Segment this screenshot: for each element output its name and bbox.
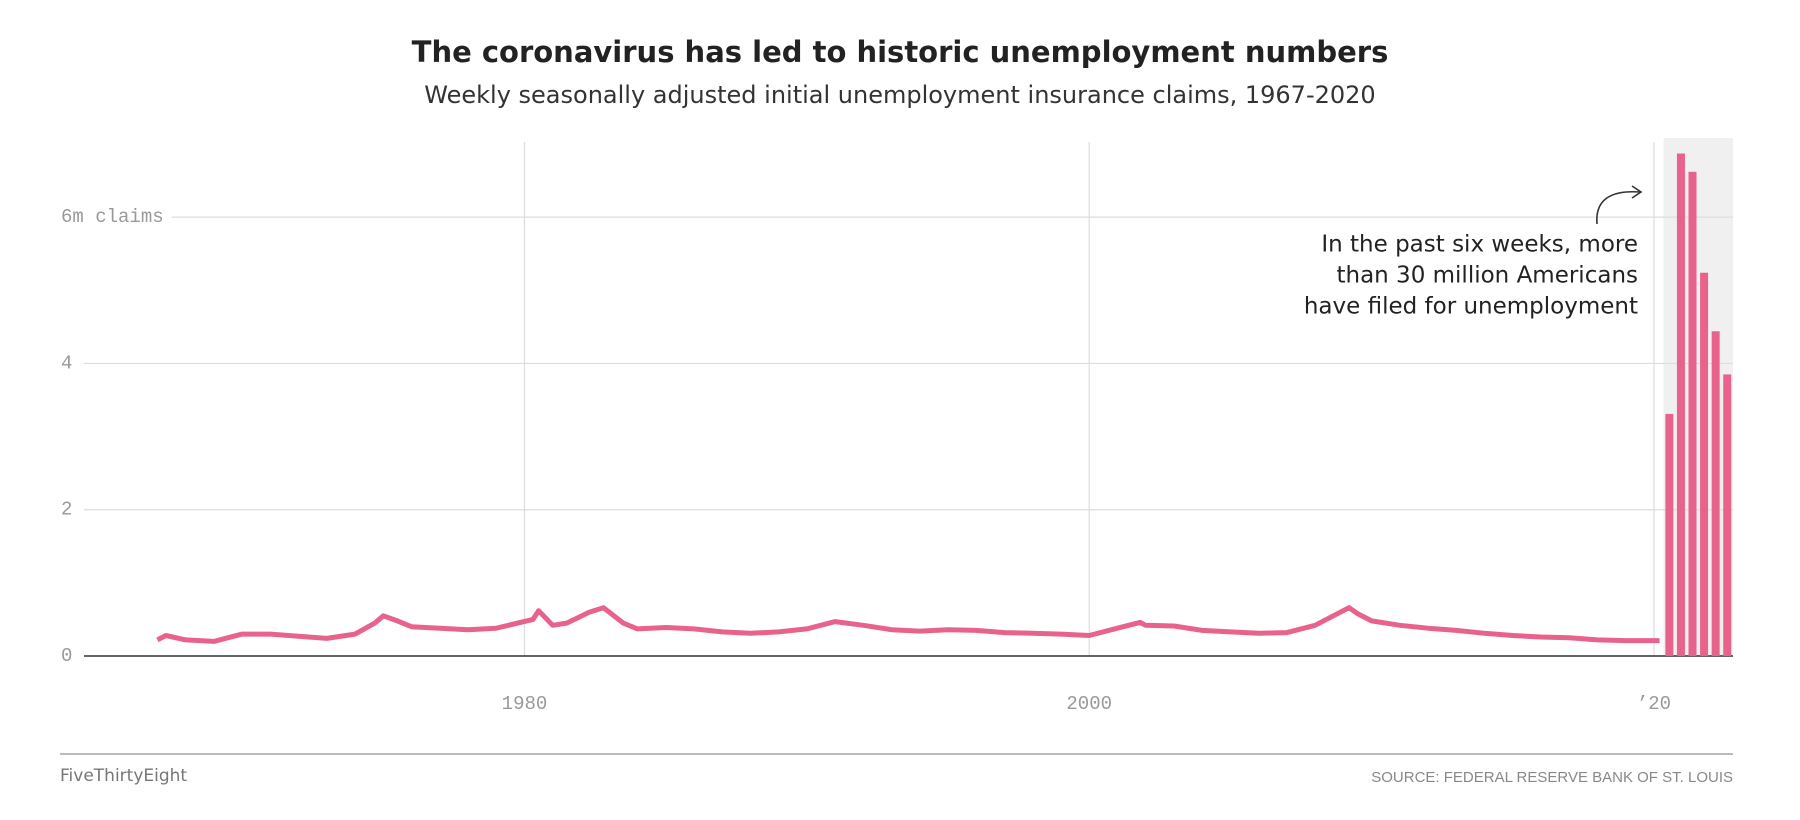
chart-subtitle: Weekly seasonally adjusted initial unemp… xyxy=(424,81,1375,109)
chart-title: The coronavirus has led to historic unem… xyxy=(412,35,1389,69)
bar xyxy=(1665,413,1674,656)
y-tick-label: 4 xyxy=(61,352,72,374)
bar xyxy=(1688,171,1697,656)
annotation-arrowhead xyxy=(1631,185,1643,199)
highlight-region xyxy=(1663,138,1733,656)
x-tick-label: 1980 xyxy=(502,693,548,715)
y-tick-label: 2 xyxy=(61,499,72,521)
annotation-line: In the past six weeks, more xyxy=(1321,232,1638,258)
x-tick-label: ’20 xyxy=(1637,693,1671,715)
footer-brand: FiveThirtyEight xyxy=(60,766,187,786)
y-tick-label: 6m claims xyxy=(61,206,164,228)
bar xyxy=(1723,374,1732,656)
bar xyxy=(1676,153,1685,656)
footer-source: SOURCE: FEDERAL RESERVE BANK OF ST. LOUI… xyxy=(1371,769,1733,786)
bar xyxy=(1711,331,1720,656)
annotation-arrow xyxy=(1596,190,1641,225)
annotation-line: than 30 million Americans xyxy=(1336,263,1638,289)
annotation-line: have filed for unemployment xyxy=(1304,294,1638,320)
bar xyxy=(1700,272,1709,656)
x-tick-label: 2000 xyxy=(1066,693,1112,715)
y-tick-label: 0 xyxy=(61,645,72,667)
line-series xyxy=(156,605,1660,644)
plot-area: 1980 2000 ’20 0 2 4 6m claims xyxy=(61,138,1733,715)
